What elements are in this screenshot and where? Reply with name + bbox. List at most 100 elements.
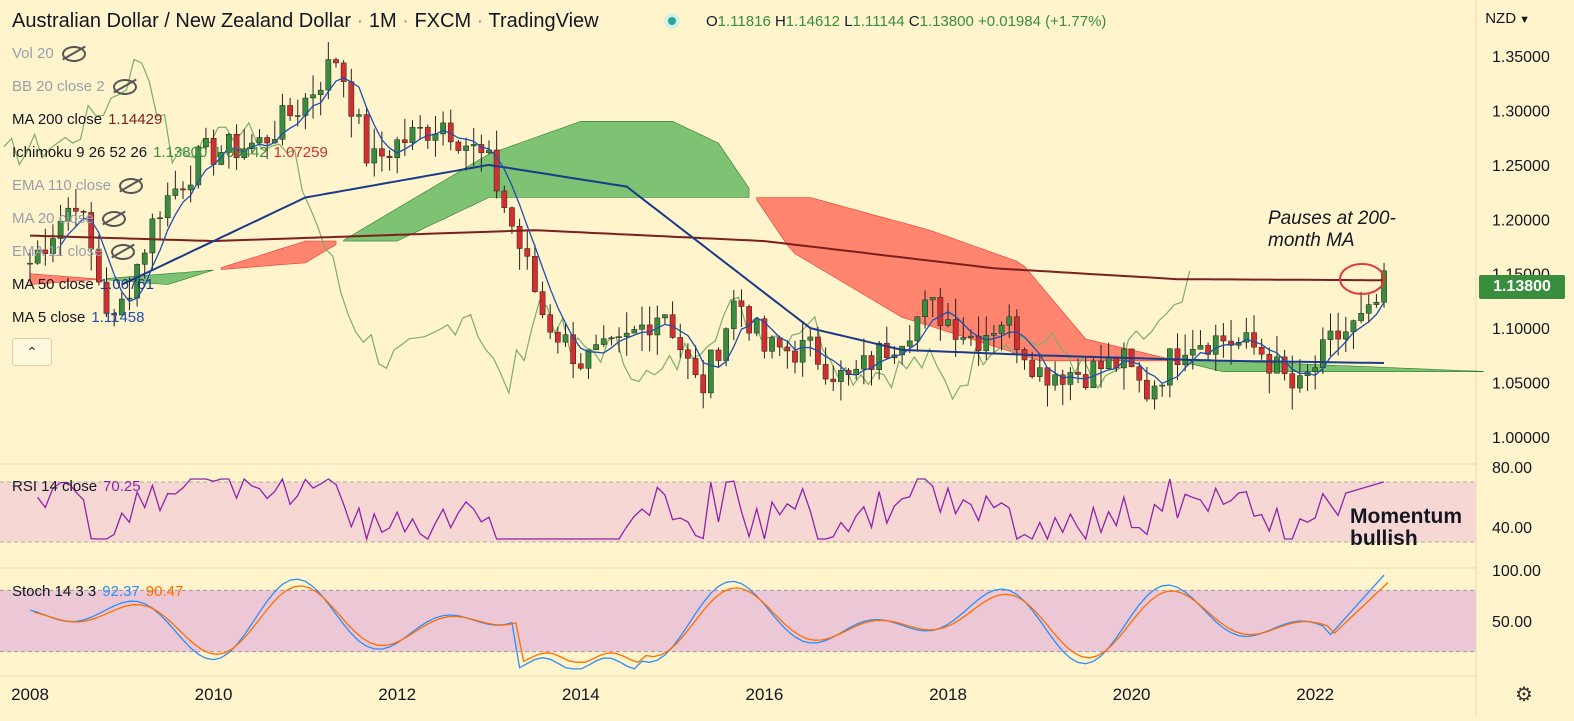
legend-ema11[interactable]: EMA 11 close: [12, 242, 135, 262]
candle-body: [1174, 348, 1181, 365]
candle-body: [639, 324, 645, 330]
eye-hidden-icon[interactable]: [118, 178, 143, 195]
candle-body: [57, 220, 64, 239]
candle-body: [402, 139, 408, 143]
candle-body: [937, 297, 944, 326]
candle-body: [822, 364, 829, 380]
candle-body: [547, 314, 554, 333]
eye-hidden-icon[interactable]: [110, 244, 135, 261]
legend-ma5[interactable]: MA 5 close 1.11458: [12, 308, 144, 328]
eye-hidden-icon[interactable]: [61, 46, 86, 63]
candle-body: [65, 207, 72, 222]
open-label: O: [706, 13, 718, 30]
candle-body: [769, 337, 775, 352]
legend-ichimoku[interactable]: Ichimoku 9 26 52 26 1.13800 1.09442 1.07259: [12, 143, 328, 163]
candle-body: [608, 337, 615, 340]
candle-body: [914, 316, 921, 342]
legend-value: 90.47: [145, 583, 184, 600]
candle-body: [799, 340, 806, 363]
candle-body: [463, 145, 469, 151]
open-value: 1.11816: [717, 13, 771, 30]
time-tick-label: 2012: [378, 685, 416, 704]
time-tick-label: 2010: [195, 685, 233, 704]
price-tick-label: 1.05000: [1492, 376, 1550, 393]
candle-body: [80, 211, 87, 213]
candle-body: [455, 141, 462, 151]
candle-body: [348, 81, 355, 117]
candle-body: [623, 332, 630, 337]
candle-body: [180, 188, 186, 191]
legend-ma200[interactable]: MA 200 close 1.14429: [12, 110, 162, 130]
candle-body: [149, 218, 156, 254]
candle-body: [340, 62, 347, 82]
candle-body: [73, 207, 79, 212]
candle-body: [203, 138, 209, 148]
candle-body: [516, 225, 523, 249]
legend-ma50[interactable]: MA 50 close 1.06761: [12, 275, 154, 295]
candle-body: [1189, 349, 1196, 356]
candle-body: [164, 195, 171, 219]
candle-body: [1335, 330, 1342, 340]
legend-label: RSI 14 close: [12, 478, 98, 495]
rsi-tick-label: 80.00: [1492, 460, 1532, 477]
candle-body: [784, 346, 791, 352]
candle-body: [379, 148, 385, 157]
legend-value: 1.09442: [213, 144, 268, 161]
legend-ma20[interactable]: MA 20 close: [12, 209, 126, 229]
exchange-label: FXCM: [414, 10, 472, 32]
candle-body: [371, 148, 378, 164]
candle-body: [42, 249, 49, 254]
legend-vol[interactable]: Vol 20: [12, 44, 86, 64]
candle-body: [616, 336, 622, 339]
candle-body: [1197, 345, 1204, 350]
candle-body: [226, 134, 232, 153]
candle-body: [187, 184, 194, 191]
candle-body: [356, 114, 362, 117]
candle-body: [983, 335, 990, 352]
legend-bb[interactable]: BB 20 close 2: [12, 77, 137, 97]
candle-body: [1220, 335, 1227, 342]
candle-body: [111, 313, 118, 316]
legend-stoch[interactable]: Stoch 14 3 3 92.37 90.47: [12, 582, 183, 602]
candle-body: [96, 248, 102, 283]
candle-body: [868, 355, 875, 370]
eye-hidden-icon[interactable]: [101, 211, 126, 228]
candle-body: [646, 324, 653, 336]
legend-value: 1.13800: [153, 144, 208, 161]
candle-body: [1067, 372, 1074, 385]
candle-body: [218, 152, 225, 165]
legend-value: 1.14429: [108, 111, 163, 128]
candle-body: [1342, 331, 1349, 340]
ichimoku-cloud-bearish: [29, 273, 99, 285]
candle-body: [1167, 348, 1173, 386]
interval-label[interactable]: 1M: [368, 10, 397, 32]
legend-ema110[interactable]: EMA 110 close: [12, 176, 143, 196]
candle-body: [294, 115, 301, 117]
candle-body: [746, 306, 752, 334]
candle-body: [1243, 332, 1250, 343]
candle-body: [1274, 356, 1280, 374]
eye-hidden-icon[interactable]: [112, 79, 137, 96]
candle-body: [27, 262, 33, 265]
candle-body: [118, 298, 125, 316]
legend-label: Ichimoku 9 26 52 26: [12, 144, 148, 161]
price-tick-label: 1.30000: [1492, 103, 1550, 120]
candle-body: [34, 249, 41, 264]
settings-gear-icon[interactable]: ⚙: [1515, 684, 1533, 706]
annotation-line: month MA: [1268, 230, 1355, 251]
stoch-band: [0, 590, 1476, 652]
candle-body: [562, 334, 569, 343]
candle-body: [753, 318, 760, 334]
currency-selector[interactable]: NZD ▼: [1485, 10, 1530, 27]
candle-body: [677, 337, 684, 351]
candle-body: [287, 105, 293, 117]
price-tick-label: 1.00000: [1492, 430, 1550, 447]
collapse-legend-button[interactable]: ⌃: [12, 338, 52, 366]
legend-rsi[interactable]: RSI 14 close 70.25: [12, 477, 141, 497]
candle-body: [708, 349, 714, 394]
price-tick-label: 1.25000: [1492, 158, 1550, 175]
candle-body: [570, 334, 576, 365]
candle-body: [700, 374, 707, 394]
